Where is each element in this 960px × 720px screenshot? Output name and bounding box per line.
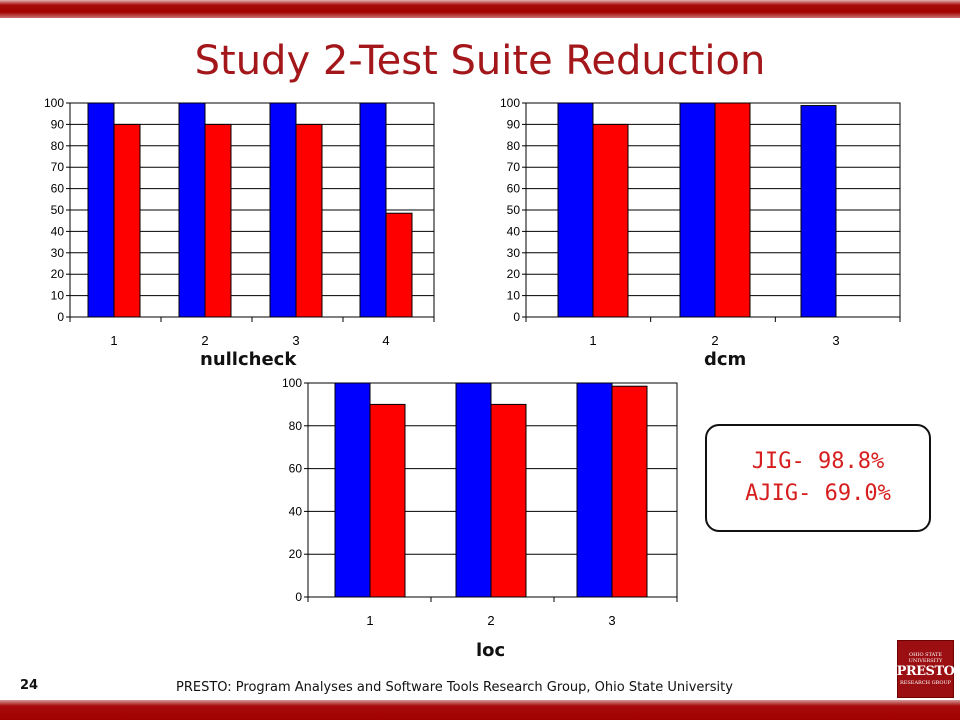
logo-presto: PRESTO <box>896 664 955 679</box>
x-tick-label: 3 <box>292 333 299 348</box>
y-tick-label: 20 <box>507 267 521 281</box>
loc-caption: loc <box>476 640 506 661</box>
bar-nullcheck-s1-2 <box>178 102 206 318</box>
y-tick-label: 30 <box>507 246 521 260</box>
slide-title: Study 2-Test Suite Reduction <box>194 38 766 84</box>
y-tick-label: 10 <box>51 289 65 303</box>
bar-loc-s1-1 <box>334 382 371 598</box>
logo-university: OHIO STATE UNIVERSITY <box>908 652 943 664</box>
presto-logo: OHIO STATE UNIVERSITY PRESTO RESEARCH GR… <box>896 640 955 698</box>
bar-loc-s1-2 <box>455 382 492 598</box>
bar-nullcheck-s2-3 <box>295 123 323 318</box>
y-tick-label: 70 <box>507 160 521 174</box>
callout-ajig: AJIG- 69.0% <box>745 481 891 506</box>
callout-jig: JIG- 98.8% <box>751 449 885 474</box>
y-tick-label: 40 <box>289 504 303 518</box>
x-tick-label: 1 <box>366 613 373 628</box>
logo-research-group: RESEARCH GROUP <box>899 680 952 686</box>
bar-dcm-s2-1 <box>592 123 629 318</box>
y-tick-label: 50 <box>51 203 65 217</box>
x-tick-label: 1 <box>589 333 596 348</box>
bar-nullcheck-s2-4 <box>385 212 413 318</box>
y-tick-label: 30 <box>51 246 65 260</box>
y-tick-label: 90 <box>507 117 521 131</box>
bar-loc-s2-2 <box>490 403 527 598</box>
y-tick-label: 10 <box>507 289 521 303</box>
y-tick-label: 80 <box>507 139 521 153</box>
x-tick-label: 3 <box>608 613 615 628</box>
x-tick-label: 3 <box>832 333 839 348</box>
y-tick-label: 60 <box>289 462 303 476</box>
slide-number: 24 <box>20 678 39 693</box>
x-tick-label: 2 <box>487 613 494 628</box>
bottom-banner <box>0 700 960 720</box>
nullcheck-caption: nullcheck <box>200 349 297 370</box>
y-tick-label: 0 <box>513 310 520 324</box>
bar-loc-s2-1 <box>369 403 406 598</box>
x-tick-label: 2 <box>201 333 208 348</box>
y-tick-label: 40 <box>51 224 65 238</box>
dcm-caption: dcm <box>704 349 747 370</box>
bar-dcm-s1-3 <box>800 105 837 318</box>
y-tick-label: 100 <box>282 376 302 390</box>
x-tick-label: 1 <box>110 333 117 348</box>
y-tick-label: 100 <box>44 96 64 110</box>
y-tick-label: 70 <box>51 160 65 174</box>
bar-nullcheck-s2-1 <box>113 123 141 318</box>
y-tick-label: 50 <box>507 203 521 217</box>
y-tick-label: 60 <box>51 182 65 196</box>
x-tick-label: 4 <box>382 333 389 348</box>
y-tick-label: 90 <box>51 117 65 131</box>
bar-nullcheck-s2-2 <box>204 123 232 318</box>
y-tick-label: 20 <box>289 547 303 561</box>
y-tick-label: 40 <box>507 224 521 238</box>
bar-nullcheck-s1-4 <box>359 102 387 318</box>
y-tick-label: 100 <box>500 96 520 110</box>
bar-loc-s1-3 <box>576 382 613 598</box>
y-tick-label: 20 <box>51 267 65 281</box>
y-tick-label: 0 <box>295 590 302 604</box>
bar-dcm-s1-1 <box>557 102 594 318</box>
x-tick-label: 2 <box>711 333 718 348</box>
bar-dcm-s2-2 <box>714 102 751 318</box>
bar-loc-s2-3 <box>611 385 648 598</box>
bar-dcm-s1-2 <box>679 102 716 318</box>
top-banner <box>0 0 960 18</box>
y-tick-label: 0 <box>57 310 64 324</box>
y-tick-label: 60 <box>507 182 521 196</box>
summary-callout: JIG- 98.8% AJIG- 69.0% <box>705 424 931 532</box>
y-tick-label: 80 <box>51 139 65 153</box>
y-tick-label: 80 <box>289 419 303 433</box>
footer-text: PRESTO: Program Analyses and Software To… <box>176 680 733 695</box>
